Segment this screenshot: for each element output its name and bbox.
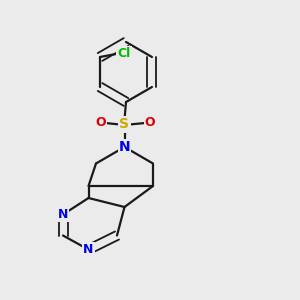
- Text: Cl: Cl: [117, 47, 130, 61]
- Text: N: N: [119, 140, 130, 154]
- Text: N: N: [58, 208, 68, 221]
- Text: S: S: [119, 118, 130, 131]
- Text: O: O: [145, 116, 155, 130]
- Text: N: N: [83, 243, 94, 256]
- Text: O: O: [95, 116, 106, 130]
